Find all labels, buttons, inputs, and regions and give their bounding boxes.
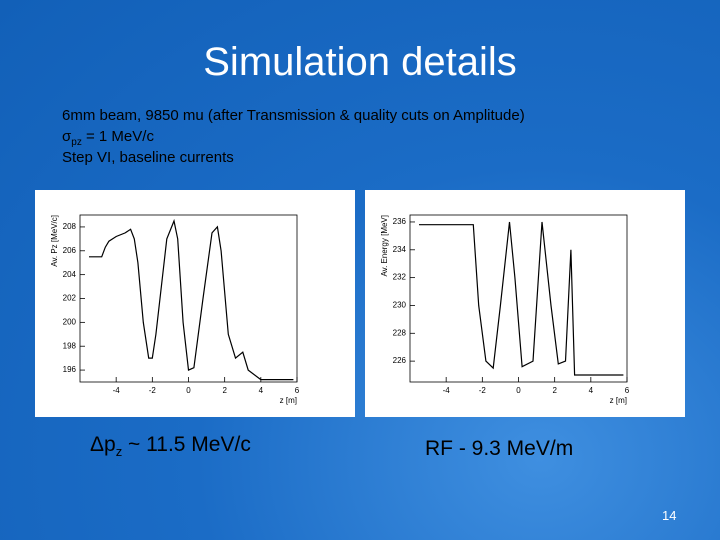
x-tick-label: 0 — [516, 386, 521, 395]
symbol: Δ — [90, 433, 105, 456]
y-tick-label: 198 — [63, 341, 77, 350]
y-tick-label: 196 — [63, 365, 77, 374]
x-tick-label: 6 — [295, 386, 300, 395]
plot-frame — [365, 190, 685, 417]
page-number: 14 — [662, 508, 677, 523]
text-line: 6mm beam, 9850 mu (after Transmission & … — [62, 107, 525, 124]
y-axis-label: Av. Energy [MeV] — [380, 215, 389, 277]
text: ~ 11.5 MeV/c — [122, 433, 251, 456]
symbol: σ — [62, 128, 72, 145]
y-tick-label: 230 — [393, 301, 407, 310]
y-tick-label: 206 — [63, 246, 77, 255]
subscript: z — [115, 444, 123, 460]
x-tick-label: 4 — [589, 386, 594, 395]
y-tick-label: 232 — [393, 273, 407, 282]
x-tick-label: 6 — [625, 386, 630, 395]
x-tick-label: 0 — [186, 386, 191, 395]
x-tick-label: 4 — [259, 386, 264, 395]
subscript: pz — [71, 137, 82, 148]
x-axis-label: z [m] — [610, 396, 627, 405]
caption: Δpz ~ 11.5 MeV/c — [90, 433, 251, 459]
y-axis-label: Av. Pz [MeV/c] — [50, 215, 59, 267]
x-tick-label: -2 — [149, 386, 157, 395]
y-tick-label: 200 — [63, 317, 77, 326]
text-line: Step VI, baseline currents — [62, 149, 234, 166]
x-tick-label: 2 — [552, 386, 557, 395]
x-axis-label: z [m] — [280, 396, 297, 405]
curve — [89, 218, 294, 381]
y-tick-label: 204 — [63, 270, 77, 279]
y-tick-label: 228 — [393, 328, 407, 337]
x-tick-label: 2 — [222, 386, 227, 395]
text: p — [104, 433, 116, 456]
x-tick-label: -4 — [443, 386, 451, 395]
y-tick-label: 202 — [63, 294, 77, 303]
curve — [419, 221, 624, 376]
caption: RF - 9.3 MeV/m — [425, 437, 574, 460]
plot-frame — [35, 190, 355, 417]
y-tick-label: 234 — [393, 245, 407, 254]
y-tick-label: 226 — [393, 356, 407, 365]
text: = 1 MeV/c — [81, 128, 154, 145]
text-line: σpz = 1 MeV/c — [62, 128, 154, 148]
title: Simulation details — [203, 40, 517, 84]
x-tick-label: -4 — [113, 386, 121, 395]
y-tick-label: 236 — [393, 217, 407, 226]
y-tick-label: 208 — [63, 222, 77, 231]
x-tick-label: -2 — [479, 386, 487, 395]
